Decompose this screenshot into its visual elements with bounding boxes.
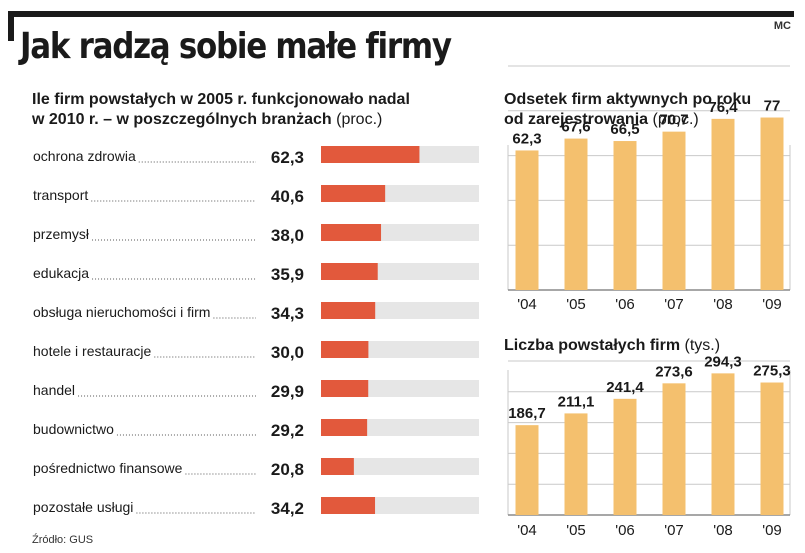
value-label: 35,9 [271,265,304,284]
value-label: 186,7 [508,405,546,422]
bottom-right-chart-title-line1: Liczba powstałych firm [504,337,681,354]
source-note: Źródło: GUS [32,534,94,546]
value-label: 62,3 [512,130,541,147]
top-right-chart-unit: (proc.) [652,111,699,128]
bottom-right-chart-unit: (tys.) [684,337,721,354]
value-label: 40,6 [271,187,304,206]
frame-top-rule [8,11,794,17]
bar [321,497,376,514]
bar [662,131,686,290]
value-label: 20,8 [271,460,304,479]
category-label: handel [33,382,75,398]
value-label: 275,3 [753,363,791,380]
bar [321,302,376,319]
value-label: 211,1 [558,393,595,410]
category-label: ochrona zdrowia [33,148,136,164]
category-label: pośrednictwo finansowe [33,460,183,476]
bar [515,150,539,290]
bar [613,398,637,515]
bar [564,413,588,515]
category-label: obsługa nieruchomości i firm [33,304,210,320]
bar [321,224,382,241]
bar-track [321,458,479,475]
bar [321,263,378,280]
left-chart-title-line2: w 2010 r. – w poszczególnych branżach [32,111,332,128]
x-tick-label: '07 [664,522,684,539]
bar [321,380,369,397]
category-label: transport [33,187,88,203]
value-label: 62,3 [271,148,304,167]
left-chart-title-line1: Ile firm powstałych w 2005 r. funkcjonow… [32,91,410,108]
value-label: 29,2 [271,421,304,440]
bar [662,383,686,515]
frame-left-rule [8,11,14,41]
value-label: 38,0 [271,226,304,245]
value-label: 76,4 [708,99,738,116]
bottom-right-chart-title: Liczba powstałych firm (tys.) [504,336,720,356]
bar [760,117,784,291]
bar [321,419,368,436]
left-chart-title: Ile firm powstałych w 2005 r. funkcjonow… [32,90,410,130]
value-label: 30,0 [271,343,304,362]
bar [564,138,588,290]
x-tick-label: '09 [762,296,782,313]
category-label: budownictwo [33,421,114,437]
x-tick-label: '08 [713,522,733,539]
value-label: 34,3 [271,304,304,323]
page-title: Jak radzą sobie małe firmy [20,26,452,67]
bar [711,118,735,290]
bar [515,425,539,515]
value-label: 66,5 [610,121,639,138]
category-label: pozostałe usługi [33,499,133,515]
author-credit: MC [773,20,791,32]
bar [321,341,369,358]
x-tick-label: '05 [566,522,586,539]
value-label: 70,7 [659,112,688,129]
left-chart-unit: (proc.) [336,111,383,128]
bar [613,141,637,290]
x-tick-label: '06 [615,522,635,539]
category-label: przemysł [33,226,90,242]
x-tick-label: '04 [517,522,537,539]
bar [321,146,420,163]
x-tick-label: '09 [762,522,782,539]
value-label: 77 [764,98,781,115]
value-label: 34,2 [271,499,304,518]
top-right-chart-title-line1: Odsetek firm aktywnych po roku [504,91,752,108]
value-label: 241,4 [606,379,644,396]
value-label: 273,6 [655,363,693,380]
bar [321,458,354,475]
x-tick-label: '05 [566,296,586,313]
category-label: edukacja [33,265,89,281]
x-tick-label: '08 [713,296,733,313]
value-label: 29,9 [271,382,304,401]
top-right-chart-title: Odsetek firm aktywnych po roku od zareje… [504,90,751,130]
x-tick-label: '04 [517,296,537,313]
bar [321,185,386,202]
category-label: hotele i restauracje [33,343,152,359]
top-right-chart-title-line2: od zarejestrowania [504,111,649,128]
bar [711,373,735,515]
value-label: 294,3 [704,353,742,370]
x-tick-label: '07 [664,296,684,313]
value-label: 67,6 [561,119,590,136]
bar [760,382,784,515]
x-tick-label: '06 [615,296,635,313]
